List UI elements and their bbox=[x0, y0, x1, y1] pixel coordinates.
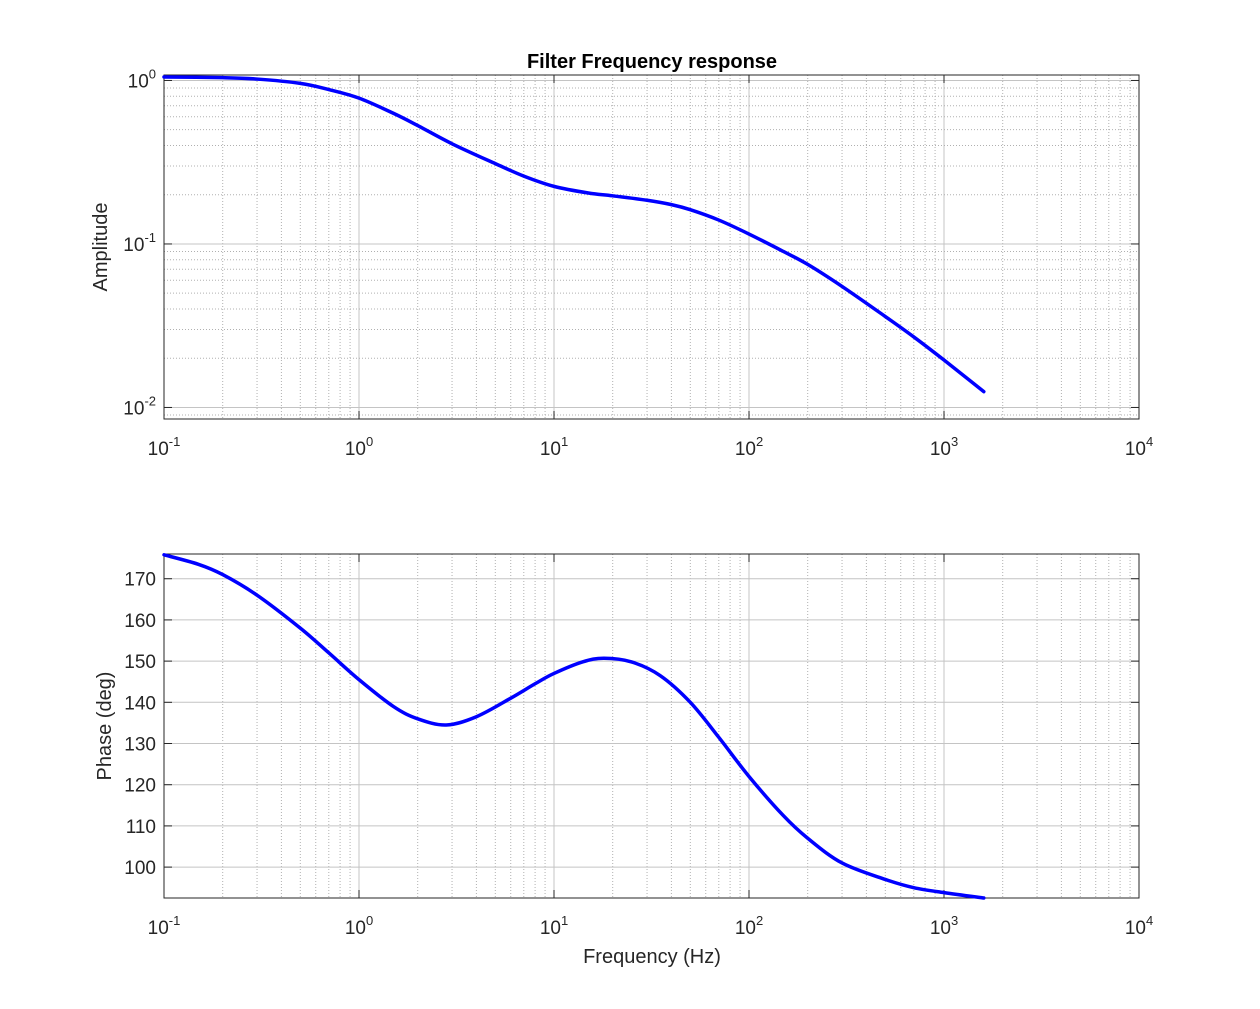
amplitude-x-tick-exponent: -1 bbox=[169, 434, 181, 449]
phase-plot: 10-1 100 101 102 103 104100110120130140150160… bbox=[124, 553, 1153, 939]
phase-y-tick-label: 160 bbox=[124, 611, 156, 632]
amplitude-x-tick-label: 10-1 bbox=[148, 434, 181, 460]
phase-y-tick-label: 140 bbox=[124, 693, 156, 714]
amplitude-grid bbox=[164, 75, 1139, 419]
phase-x-tick-base: 10 bbox=[1125, 918, 1146, 939]
amplitude-x-tick-label: 103 bbox=[930, 434, 958, 460]
amplitude-x-tick-base: 10 bbox=[345, 439, 366, 460]
phase-x-tick-label: 10-1 bbox=[148, 913, 181, 939]
phase-x-tick-label: 100 bbox=[345, 913, 373, 939]
phase-x-axis-label: Frequency (Hz) bbox=[583, 946, 721, 968]
amplitude-y-tick-label: 100 bbox=[128, 66, 156, 92]
amplitude-y-tick-label: 10-1 bbox=[123, 230, 156, 256]
phase-x-tick-base: 10 bbox=[930, 918, 951, 939]
phase-y-tick-label: 100 bbox=[124, 858, 156, 879]
amplitude-x-tick-base: 10 bbox=[1125, 439, 1146, 460]
amplitude-x-tick-label: 100 bbox=[345, 434, 373, 460]
amplitude-x-tick-exponent: 2 bbox=[756, 434, 763, 449]
phase-x-tick-label: 102 bbox=[735, 913, 763, 939]
phase-x-tick-exponent: 1 bbox=[561, 913, 568, 928]
phase-grid bbox=[164, 554, 1139, 898]
amplitude-y-tick-exponent: -1 bbox=[144, 230, 156, 245]
amplitude-axes-box bbox=[163, 74, 1140, 420]
phase-axes-box bbox=[163, 553, 1140, 899]
amplitude-x-tick-exponent: 1 bbox=[561, 434, 568, 449]
amplitude-y-tick-base: 10 bbox=[123, 398, 144, 419]
amplitude-x-tick-label: 102 bbox=[735, 434, 763, 460]
amplitude-x-tick-base: 10 bbox=[930, 439, 951, 460]
amplitude-y-tick-base: 10 bbox=[128, 71, 149, 92]
amplitude-series-line bbox=[162, 75, 986, 394]
phase-x-tick-base: 10 bbox=[540, 918, 561, 939]
phase-x-tick-base: 10 bbox=[148, 918, 169, 939]
amplitude-plot-title: Filter Frequency response bbox=[527, 51, 777, 73]
phase-y-tick-label: 110 bbox=[126, 817, 156, 838]
phase-y-tick-label: 130 bbox=[124, 735, 156, 756]
phase-y-tick-label: 170 bbox=[124, 570, 156, 591]
phase-x-tick-label: 103 bbox=[930, 913, 958, 939]
amplitude-x-tick-exponent: 4 bbox=[1146, 434, 1153, 449]
phase-y-tick-label: 120 bbox=[124, 776, 156, 797]
amplitude-x-tick-label: 104 bbox=[1125, 434, 1153, 460]
phase-x-tick-label: 104 bbox=[1125, 913, 1153, 939]
amplitude-x-tick-base: 10 bbox=[148, 439, 169, 460]
phase-y-axis-label: Phase (deg) bbox=[94, 672, 116, 781]
phase-x-tick-base: 10 bbox=[345, 918, 366, 939]
amplitude-y-tick-exponent: -2 bbox=[144, 393, 156, 408]
phase-x-tick-exponent: 3 bbox=[951, 913, 958, 928]
amplitude-x-tick-exponent: 3 bbox=[951, 434, 958, 449]
phase-x-tick-base: 10 bbox=[735, 918, 756, 939]
phase-x-tick-exponent: 2 bbox=[756, 913, 763, 928]
amplitude-x-tick-base: 10 bbox=[735, 439, 756, 460]
phase-x-tick-exponent: -1 bbox=[169, 913, 181, 928]
phase-y-tick-label: 150 bbox=[124, 652, 156, 673]
phase-x-tick-exponent: 0 bbox=[366, 913, 373, 928]
amplitude-x-tick-label: 101 bbox=[540, 434, 568, 460]
amplitude-x-tick-base: 10 bbox=[540, 439, 561, 460]
phase-x-tick-exponent: 4 bbox=[1146, 913, 1153, 928]
amplitude-y-tick-exponent: 0 bbox=[149, 66, 156, 81]
amplitude-y-axis-label: Amplitude bbox=[90, 203, 112, 292]
amplitude-y-tick-base: 10 bbox=[123, 235, 144, 256]
phase-x-tick-label: 101 bbox=[540, 913, 568, 939]
amplitude-y-tick-label: 10-2 bbox=[123, 393, 156, 419]
amplitude-x-tick-exponent: 0 bbox=[366, 434, 373, 449]
phase-series-line bbox=[162, 553, 986, 900]
